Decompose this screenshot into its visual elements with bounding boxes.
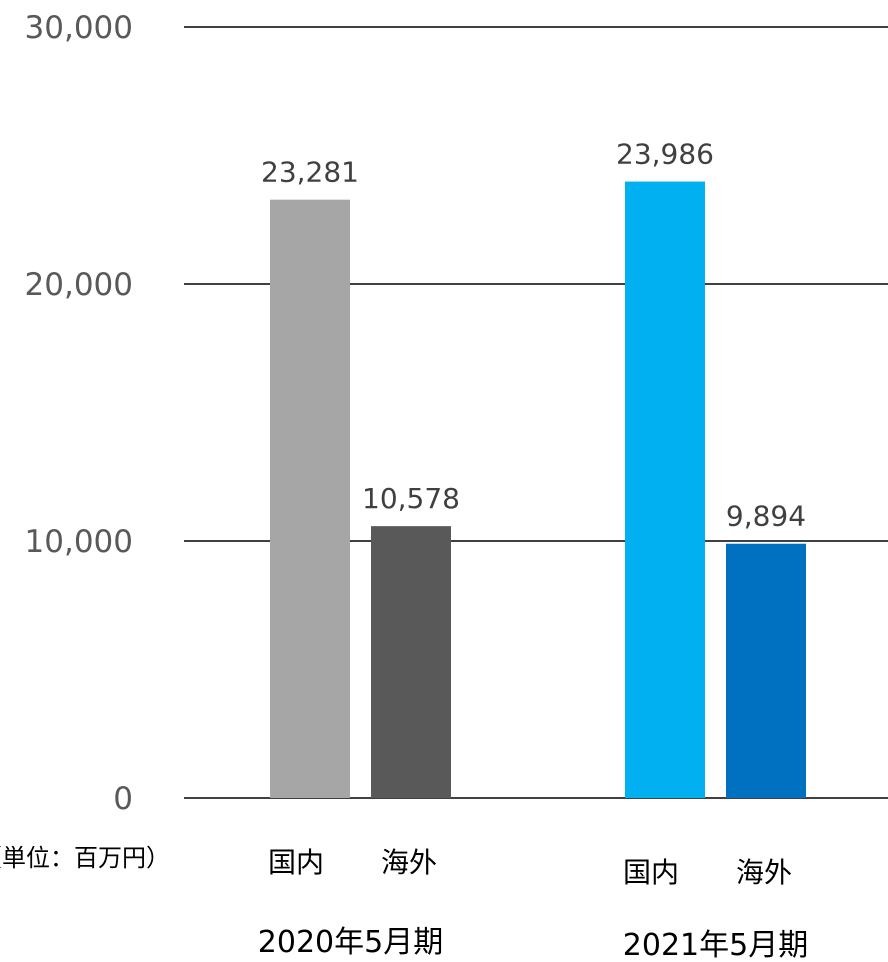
- data-label: 23,986: [616, 138, 714, 171]
- period-label: 2020年5月期: [258, 925, 443, 960]
- period-label: 2021年5月期: [623, 928, 808, 962]
- period-labels: 2020年5月期 2021年5月期: [258, 925, 808, 962]
- y-tick-label: 0: [113, 781, 133, 817]
- bars: [270, 181, 806, 799]
- y-tick-label: 10,000: [25, 524, 133, 560]
- unit-note: （単位：百万円）: [0, 844, 170, 872]
- y-axis-ticks: 0 10,000 20,000 30,000: [25, 10, 133, 817]
- data-label: 10,578: [362, 482, 460, 515]
- data-labels: 23,281 10,578 23,986 9,894: [261, 138, 806, 533]
- bar: [625, 181, 705, 798]
- bar: [726, 543, 806, 798]
- data-label: 23,281: [261, 156, 359, 189]
- category-label: 海外: [736, 856, 792, 889]
- bar: [270, 199, 350, 799]
- y-tick-label: 20,000: [25, 267, 133, 303]
- y-tick-label: 30,000: [25, 10, 133, 46]
- bar: [371, 526, 451, 798]
- category-label: 海外: [381, 846, 437, 879]
- data-label: 9,894: [726, 500, 806, 533]
- category-labels: 国内 海外 国内 海外: [268, 846, 792, 889]
- category-label: 国内: [623, 856, 679, 889]
- category-label: 国内: [268, 846, 324, 879]
